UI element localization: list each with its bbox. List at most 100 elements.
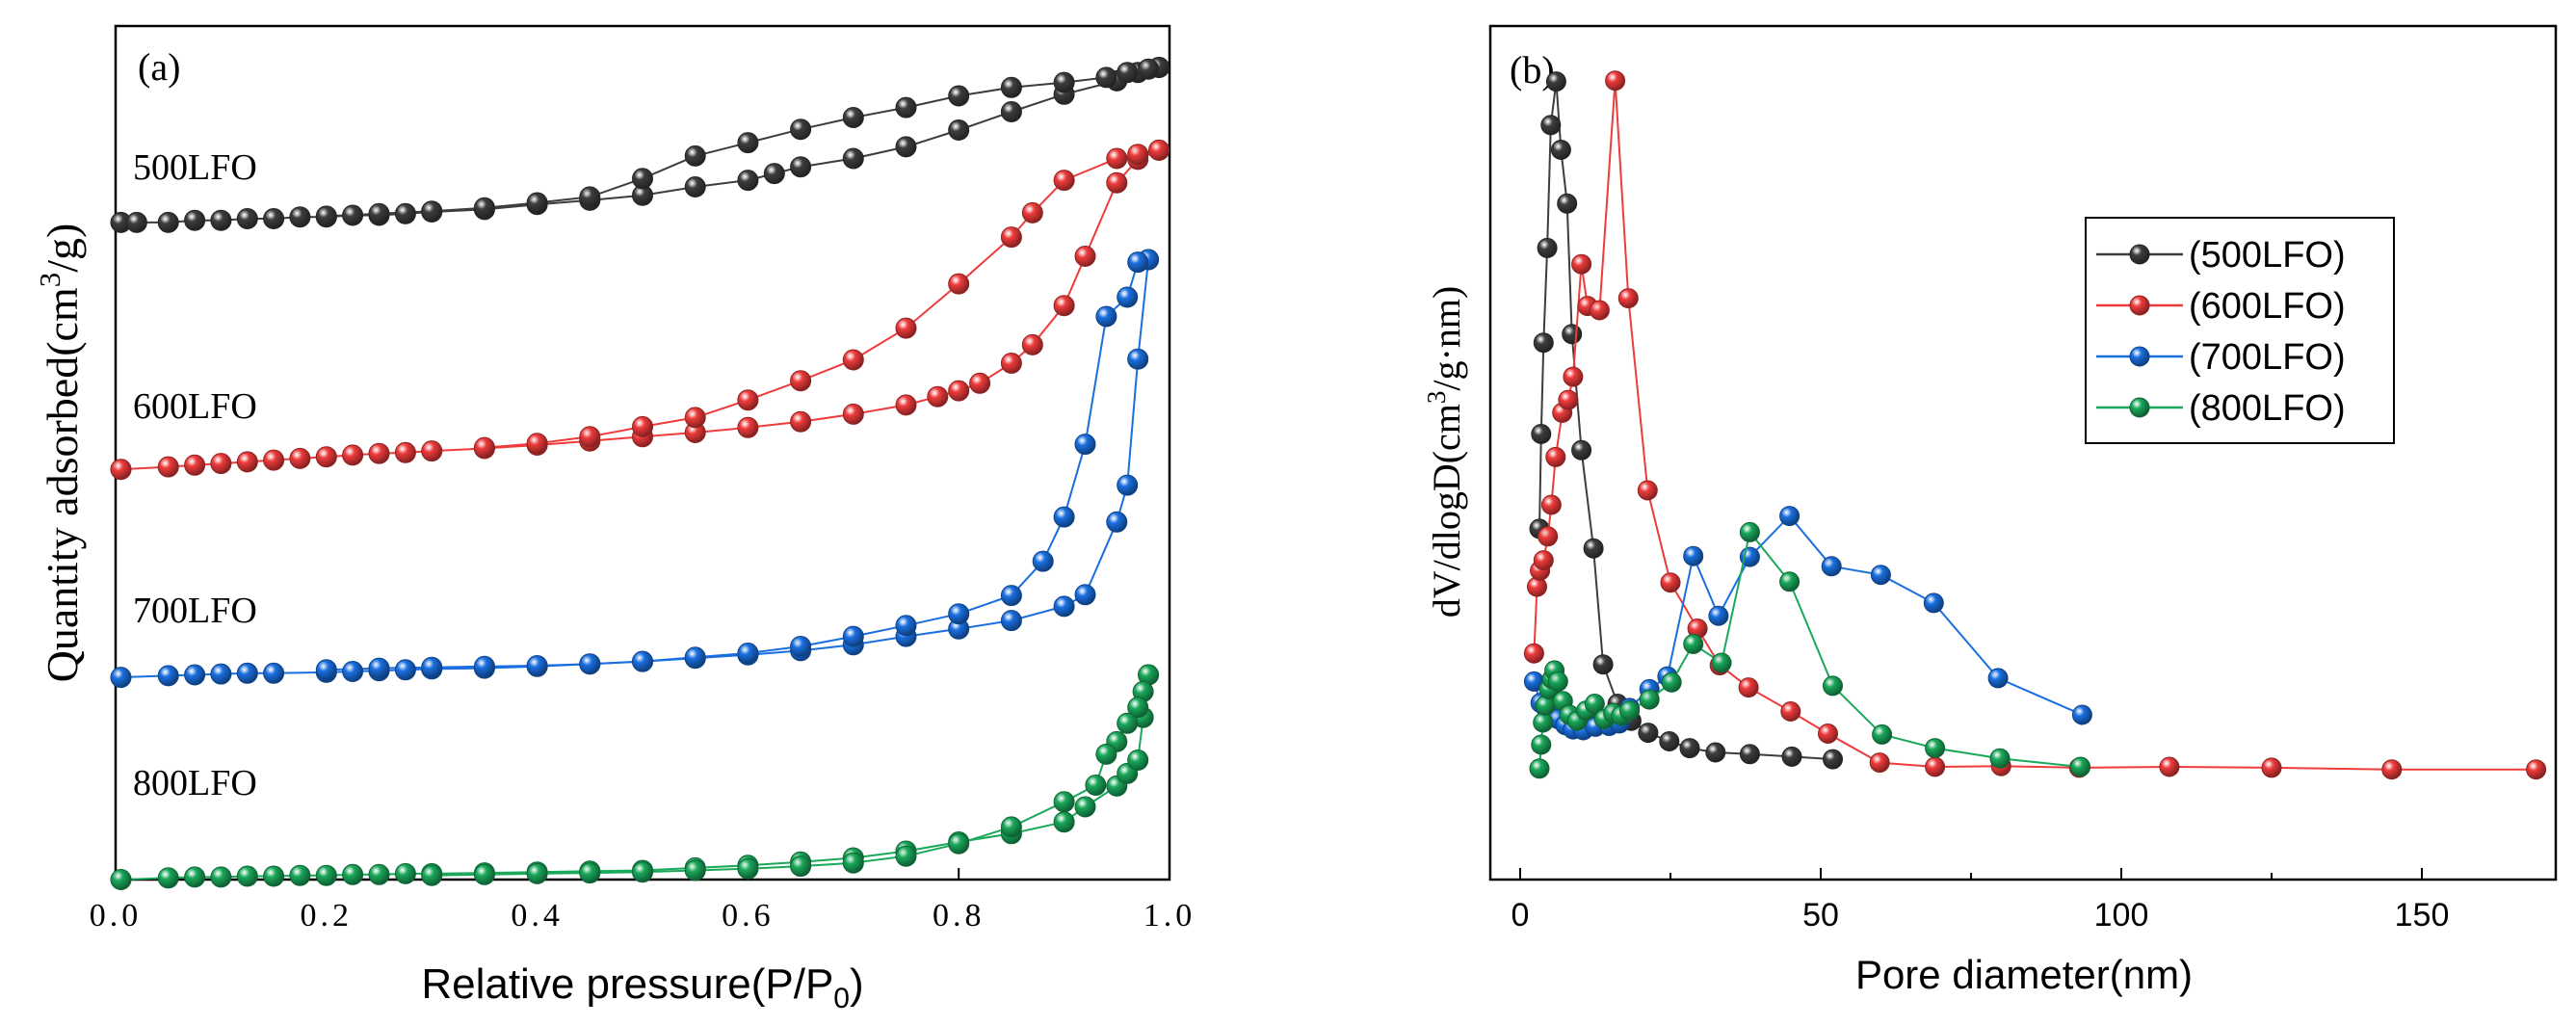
isotherm-data-point	[632, 650, 653, 672]
isotherm-data-point	[895, 317, 917, 339]
isotherm-data-point	[579, 653, 601, 675]
pore-data-point	[1538, 526, 1559, 547]
isotherm-data-point	[763, 163, 785, 185]
isotherm-data-point	[421, 864, 443, 886]
isotherm-data-point	[473, 655, 495, 677]
pore-data-point	[2159, 756, 2180, 777]
isotherm-data-point	[368, 442, 390, 464]
pore-data-point	[1637, 480, 1658, 501]
isotherm-data-point	[394, 659, 416, 681]
isotherm-data-point	[421, 656, 443, 678]
isotherm-data-point	[895, 845, 917, 867]
isotherm-data-point	[579, 862, 601, 884]
isotherm-data-point	[342, 204, 364, 226]
pore-data-point	[1523, 643, 1544, 664]
pore-data-point	[1660, 572, 1681, 593]
pore-data-point	[1545, 71, 1566, 92]
isotherm-data-point	[684, 145, 706, 167]
isotherm-data-point	[948, 85, 970, 107]
isotherm-panel: (a) 0.0 0.2 0.4 0.6 0.8 1.0 500LFO 600LFO 700LF…	[33, 24, 1196, 1014]
isotherm-data-point	[684, 859, 706, 881]
isotherm-data-point	[394, 862, 416, 884]
isotherm-data-point	[1148, 139, 1170, 161]
pore-data-point	[1989, 748, 2011, 769]
isotherm-data-point	[236, 208, 258, 229]
isotherm-data-point	[1085, 775, 1107, 796]
isotherm-data-point	[1053, 506, 1075, 528]
isotherm-data-point	[579, 426, 601, 448]
isotherm-data-point	[1000, 816, 1022, 838]
isotherm-data-point	[895, 96, 917, 118]
isotherm-data-point	[315, 659, 337, 681]
isotherm-data-point	[526, 433, 548, 455]
isotherm-x-tick-label: 1.0	[1143, 898, 1196, 934]
isotherm-series-500lfo	[110, 57, 1170, 233]
isotherm-data-point	[948, 380, 970, 402]
isotherm-data-point	[1095, 66, 1117, 89]
pore-data-point	[1562, 324, 1583, 345]
pore-x-tick-label: 50	[1802, 897, 1839, 934]
isotherm-data-point	[895, 394, 917, 416]
isotherm-data-point	[421, 200, 443, 223]
isotherm-data-point	[342, 444, 364, 466]
pore-data-point	[1711, 652, 1732, 673]
pore-data-point	[1571, 253, 1592, 275]
legend-label: (600LFO)	[2189, 286, 2346, 327]
pore-data-point	[1592, 654, 1614, 675]
pore-x-axis-label: Pore diameter(nm)	[1855, 952, 2193, 997]
isotherm-data-point	[895, 615, 917, 637]
pore-data-point	[2261, 757, 2282, 778]
pore-data-point	[1679, 738, 1700, 759]
pore-data-point	[1869, 752, 1890, 774]
isotherm-data-point	[948, 603, 970, 625]
isotherm-data-point	[263, 865, 285, 887]
isotherm-data-point	[289, 206, 311, 228]
pore-x-tick-label: 0	[1511, 897, 1530, 934]
isotherm-x-tick-label: 0.2	[301, 898, 354, 934]
isotherm-data-point	[289, 864, 311, 886]
legend-marker	[2129, 346, 2150, 367]
isotherm-data-point	[1127, 251, 1149, 274]
isotherm-x-tick-label: 0.8	[933, 898, 986, 934]
pore-data-point	[1779, 506, 1801, 527]
legend-entry-600lfo: (600LFO)	[2096, 286, 2346, 327]
isotherm-x-ticks: 0.0 0.2 0.4 0.6 0.8 1.0	[90, 868, 1196, 934]
isotherm-data-point	[790, 410, 812, 433]
isotherm-data-point	[526, 192, 548, 214]
pore-data-point	[1659, 731, 1680, 751]
pore-data-point	[1563, 366, 1584, 387]
isotherm-data-point	[1106, 147, 1128, 170]
legend-label: (800LFO)	[2189, 388, 2346, 429]
isotherm-data-point	[1074, 246, 1096, 267]
pore-data-point	[1683, 545, 1704, 566]
isotherm-data-point	[1000, 76, 1022, 98]
isotherm-data-point	[948, 832, 970, 855]
pore-data-point	[1925, 738, 1946, 759]
isotherm-data-point	[110, 667, 132, 689]
isotherm-data-point	[184, 866, 206, 888]
isotherm-data-point	[184, 209, 206, 231]
pore-data-point	[1987, 668, 2009, 689]
isotherm-data-point	[157, 211, 179, 233]
pore-data-point	[2526, 759, 2547, 780]
isotherm-data-point	[1053, 811, 1075, 833]
pore-y-axis-label: dV/dlogD(cm3/g·nm)	[1422, 286, 1468, 618]
isotherm-x-tick-label: 0.4	[511, 898, 564, 934]
pore-data-point	[1557, 193, 1578, 214]
isotherm-data-point	[210, 453, 232, 475]
isotherm-data-point	[969, 372, 991, 394]
isotherm-data-point	[315, 864, 337, 886]
isotherm-data-point	[790, 370, 812, 392]
isotherm-data-point	[1000, 353, 1022, 374]
pore-data-point	[1531, 424, 1552, 444]
isotherm-data-point	[842, 147, 864, 170]
isotherm-data-point	[1053, 595, 1075, 618]
pore-series-800lfo	[1529, 521, 2091, 779]
isotherm-data-point	[1000, 610, 1022, 632]
legend-marker	[2129, 295, 2150, 316]
isotherm-data-point	[1053, 791, 1075, 813]
isotherm-data-point	[737, 170, 759, 192]
isotherm-data-point	[342, 863, 364, 885]
isotherm-data-point	[790, 855, 812, 878]
isotherm-data-point	[473, 863, 495, 885]
